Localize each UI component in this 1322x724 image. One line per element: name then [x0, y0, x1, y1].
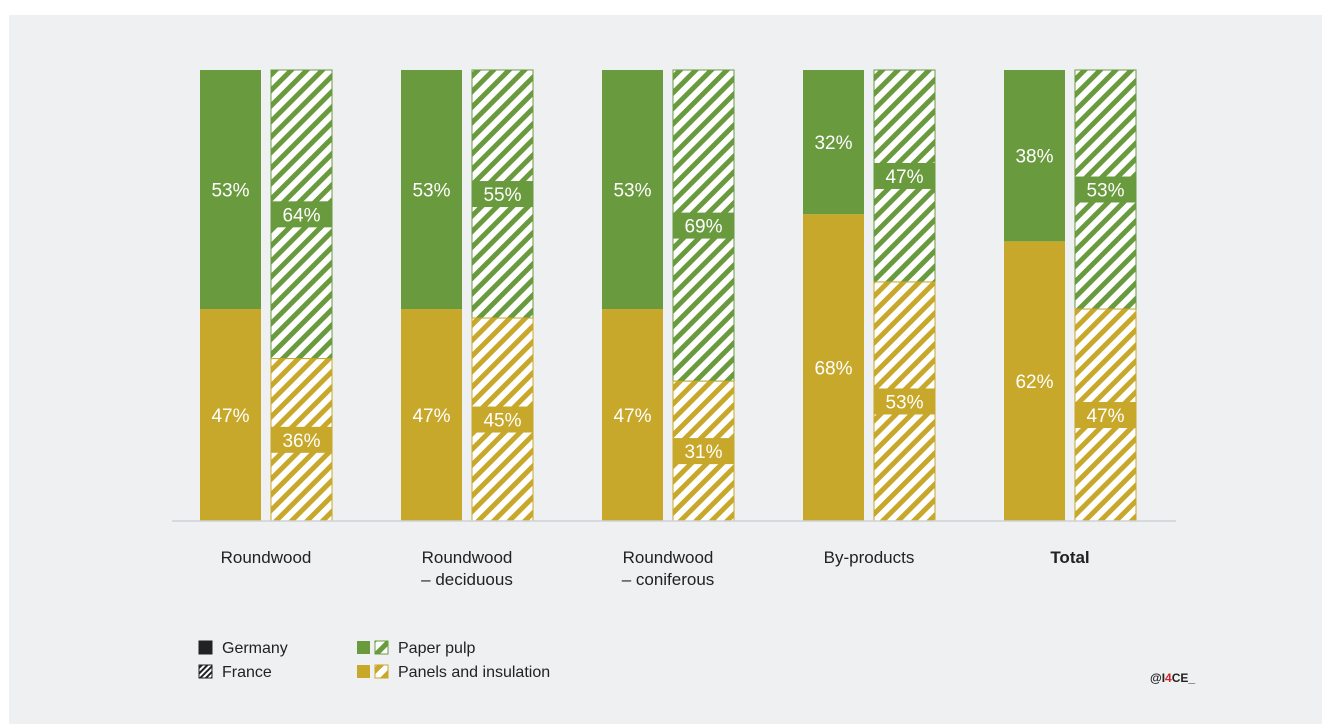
bar-germany-panels-roundwood-deciduous [401, 309, 462, 521]
credit-suffix: CE_ [1172, 671, 1196, 685]
bar-germany-paper-pulp-total [1004, 70, 1065, 242]
value-label-france-panels-roundwood: 36% [282, 431, 320, 452]
category-label-roundwood: Roundwood [221, 548, 312, 567]
bar-germany-paper-pulp-roundwood-coniferous [602, 70, 663, 310]
value-label-germany-paper-pulp-roundwood: 53% [211, 181, 249, 202]
value-label-germany-panels-total: 62% [1015, 372, 1053, 393]
value-label-france-panels-roundwood-deciduous: 45% [483, 411, 521, 432]
bar-germany-paper-pulp-roundwood-deciduous [401, 70, 462, 310]
value-label-bg-france-panels-roundwood-deciduous [472, 406, 533, 433]
category-label-roundwood-deciduous: Roundwood – deciduous [421, 548, 513, 589]
value-label-germany-paper-pulp-roundwood-deciduous: 53% [412, 181, 450, 202]
value-label-bg-france-panels-roundwood [271, 426, 332, 453]
value-label-bg-france-panels-total [1075, 402, 1136, 429]
legend-label-paper-pulp: Paper pulp [398, 640, 475, 657]
value-label-france-paper-pulp-by-products: 47% [885, 167, 923, 188]
legend-label-panels-and-insulation: Panels and insulation [398, 664, 550, 681]
value-label-france-paper-pulp-roundwood-coniferous: 69% [684, 217, 722, 238]
bar-germany-panels-total [1004, 241, 1065, 521]
category-label-total: Total [1050, 548, 1089, 567]
credit-accent: 4 [1165, 671, 1172, 685]
legend-swatch-france [198, 664, 213, 679]
bar-germany-panels-roundwood-coniferous [602, 309, 663, 521]
value-label-bg-france-paper-pulp-roundwood [271, 201, 332, 228]
value-label-germany-panels-by-products: 68% [814, 359, 852, 380]
bar-germany-paper-pulp-roundwood [200, 70, 261, 310]
value-label-germany-panels-roundwood-deciduous: 47% [412, 406, 450, 427]
credit-prefix: @I [1150, 671, 1165, 685]
legend: Germany France Paper pulp Panels and insula… [198, 640, 550, 681]
value-label-germany-panels-roundwood-coniferous: 47% [613, 406, 651, 427]
legend-swatch-solid-paper-pulp [357, 641, 370, 654]
value-label-germany-paper-pulp-roundwood-coniferous: 53% [613, 181, 651, 202]
value-label-germany-paper-pulp-by-products: 32% [814, 133, 852, 154]
value-label-bg-france-paper-pulp-roundwood-deciduous [472, 181, 533, 208]
category-label-roundwood-coniferous: Roundwood – coniferous [622, 548, 715, 589]
bar-germany-panels-roundwood [200, 309, 261, 521]
bar-germany-paper-pulp-by-products [803, 70, 864, 215]
legend-swatch-hatched-paper-pulp [374, 640, 389, 655]
legend-label-france: France [222, 664, 272, 681]
category-labels: Roundwood Roundwood – deciduous Roundwood – … [221, 548, 1090, 589]
legend-swatch-germany [198, 640, 213, 655]
value-label-bg-france-panels-by-products [874, 388, 935, 415]
value-label-france-paper-pulp-total: 53% [1086, 181, 1124, 202]
value-label-germany-panels-roundwood: 47% [211, 406, 249, 427]
value-label-france-panels-total: 47% [1086, 406, 1124, 427]
value-label-bg-france-paper-pulp-roundwood-coniferous [673, 212, 734, 239]
legend-label-germany: Germany [222, 640, 288, 657]
value-label-france-paper-pulp-roundwood: 64% [282, 205, 320, 226]
credit-label: @I4CE_ [1150, 671, 1195, 685]
value-label-bg-france-panels-roundwood-coniferous [673, 438, 734, 465]
value-label-france-paper-pulp-roundwood-deciduous: 55% [483, 185, 521, 206]
value-label-france-panels-by-products: 53% [885, 392, 923, 413]
value-label-bg-france-paper-pulp-total [1075, 176, 1136, 203]
legend-swatch-hatched-panels-and-insulation [374, 664, 389, 679]
value-label-germany-paper-pulp-total: 38% [1015, 147, 1053, 168]
category-label-by-products: By-products [824, 548, 915, 567]
value-label-bg-france-paper-pulp-by-products [874, 162, 935, 189]
legend-swatch-solid-panels-and-insulation [357, 665, 370, 678]
bars-layer: 53% 47% 64% 36% 53% 47% 55% 45% 53% 47% 69% 31% 32% 6… [200, 69, 1137, 522]
bar-germany-panels-by-products [803, 214, 864, 521]
value-label-france-panels-roundwood-coniferous: 31% [684, 442, 722, 463]
